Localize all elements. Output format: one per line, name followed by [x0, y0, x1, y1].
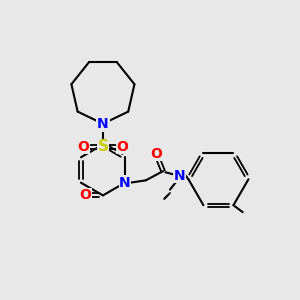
Text: N: N: [173, 169, 185, 183]
Text: S: S: [98, 140, 108, 154]
Text: N: N: [97, 117, 109, 131]
Text: N: N: [119, 176, 131, 190]
Text: O: O: [117, 140, 128, 154]
Text: methyl: methyl: [169, 193, 174, 194]
Text: O: O: [77, 140, 89, 154]
Text: O: O: [150, 147, 162, 161]
Text: O: O: [80, 188, 92, 203]
